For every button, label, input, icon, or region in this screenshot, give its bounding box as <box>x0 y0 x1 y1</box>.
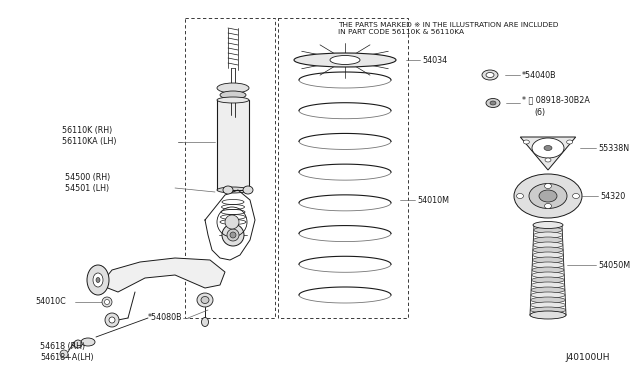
Ellipse shape <box>294 53 396 67</box>
Text: 54500 (RH)
54501 (LH): 54500 (RH) 54501 (LH) <box>65 173 110 193</box>
Ellipse shape <box>104 299 109 305</box>
Ellipse shape <box>533 242 563 248</box>
Ellipse shape <box>102 297 112 307</box>
Ellipse shape <box>545 158 551 162</box>
Ellipse shape <box>217 187 249 193</box>
Ellipse shape <box>534 222 562 228</box>
Ellipse shape <box>530 312 566 318</box>
Text: *54040B: *54040B <box>522 71 557 80</box>
Ellipse shape <box>243 186 253 194</box>
Ellipse shape <box>531 287 565 293</box>
Text: 56110K (RH)
56110KA (LH): 56110K (RH) 56110KA (LH) <box>62 126 116 146</box>
Ellipse shape <box>223 186 233 194</box>
Ellipse shape <box>74 340 82 348</box>
Ellipse shape <box>217 97 249 103</box>
Ellipse shape <box>486 73 494 77</box>
Ellipse shape <box>482 70 498 80</box>
Ellipse shape <box>96 278 100 282</box>
Text: 54618 (RH)
54618+A(LH): 54618 (RH) 54618+A(LH) <box>40 342 93 362</box>
Ellipse shape <box>201 296 209 304</box>
Text: 54010M: 54010M <box>417 196 449 205</box>
Ellipse shape <box>486 99 500 108</box>
Ellipse shape <box>87 265 109 295</box>
Ellipse shape <box>516 193 524 199</box>
Ellipse shape <box>524 140 529 144</box>
Ellipse shape <box>330 55 360 64</box>
Text: * Ⓝ 08918-30B2A: * Ⓝ 08918-30B2A <box>522 96 590 105</box>
Ellipse shape <box>534 227 562 233</box>
Ellipse shape <box>202 317 209 327</box>
Ellipse shape <box>529 183 567 208</box>
Ellipse shape <box>530 311 566 319</box>
Ellipse shape <box>532 272 564 278</box>
Text: (6): (6) <box>534 108 545 116</box>
Ellipse shape <box>531 302 566 308</box>
Ellipse shape <box>197 293 213 307</box>
Ellipse shape <box>544 145 552 151</box>
Ellipse shape <box>227 229 239 241</box>
Text: 54010C: 54010C <box>35 298 66 307</box>
Ellipse shape <box>532 257 564 263</box>
Ellipse shape <box>222 224 244 246</box>
Ellipse shape <box>93 273 103 287</box>
Ellipse shape <box>490 101 496 105</box>
Ellipse shape <box>531 292 565 298</box>
Ellipse shape <box>217 83 249 93</box>
Text: 55338N: 55338N <box>598 144 629 153</box>
Ellipse shape <box>60 350 68 358</box>
Ellipse shape <box>566 140 573 144</box>
Ellipse shape <box>532 267 564 273</box>
FancyBboxPatch shape <box>217 100 249 190</box>
Text: 54050M: 54050M <box>598 260 630 269</box>
Ellipse shape <box>530 307 566 313</box>
Ellipse shape <box>230 232 236 238</box>
Ellipse shape <box>532 252 563 258</box>
Ellipse shape <box>573 193 579 199</box>
Ellipse shape <box>534 232 563 238</box>
Polygon shape <box>100 258 225 292</box>
Ellipse shape <box>220 91 246 99</box>
Ellipse shape <box>532 262 564 268</box>
Ellipse shape <box>545 183 552 189</box>
Ellipse shape <box>532 277 564 283</box>
Ellipse shape <box>225 215 239 229</box>
Ellipse shape <box>81 338 95 346</box>
Ellipse shape <box>109 317 115 323</box>
Ellipse shape <box>531 282 564 288</box>
Ellipse shape <box>531 297 565 303</box>
Ellipse shape <box>533 247 563 253</box>
Ellipse shape <box>514 174 582 218</box>
Ellipse shape <box>545 203 552 208</box>
Text: 54320: 54320 <box>600 192 625 201</box>
Ellipse shape <box>105 313 119 327</box>
Text: 54034: 54034 <box>422 55 447 64</box>
Text: J40100UH: J40100UH <box>566 353 610 362</box>
Ellipse shape <box>532 138 564 158</box>
Polygon shape <box>520 137 576 170</box>
Ellipse shape <box>533 221 563 228</box>
Text: *54080B: *54080B <box>148 314 182 323</box>
Ellipse shape <box>533 237 563 243</box>
Text: THE PARTS MARKED ※ IN THE ILLUSTRATION ARE INCLUDED
IN PART CODE 56110K & 56110K: THE PARTS MARKED ※ IN THE ILLUSTRATION A… <box>338 22 558 35</box>
Ellipse shape <box>539 190 557 202</box>
